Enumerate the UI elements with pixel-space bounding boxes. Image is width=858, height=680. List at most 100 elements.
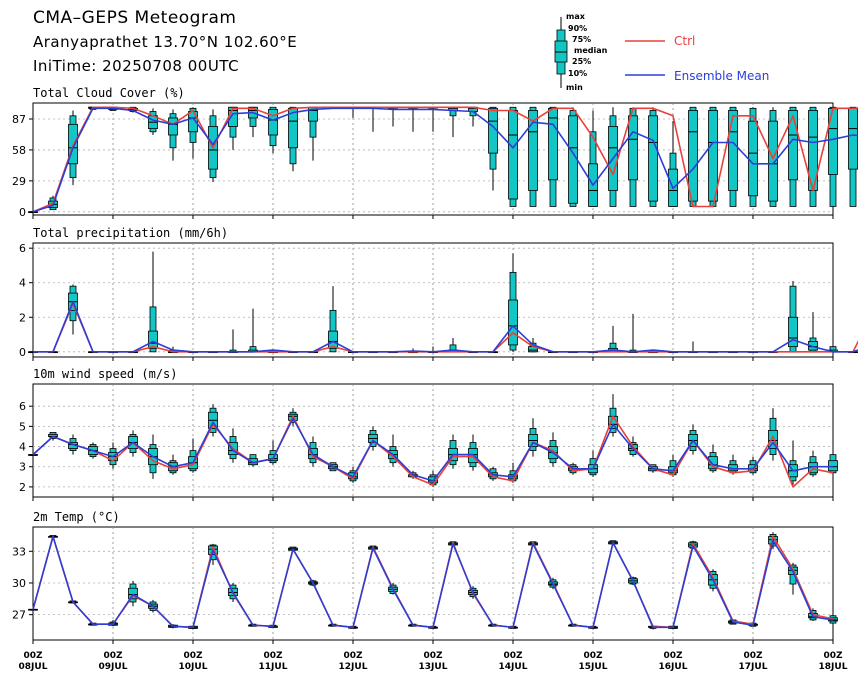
y-tick-label: 27 (12, 609, 26, 622)
box-30 (628, 313, 638, 354)
ensemble-mean-line (32, 107, 858, 213)
box-19 (408, 106, 418, 132)
x-tick-date: 12JUL (339, 662, 368, 672)
box-30 (628, 107, 638, 207)
x-tick-hour: 00Z (23, 651, 43, 661)
box-6 (148, 108, 158, 135)
box-29 (608, 325, 618, 353)
y-tick-label: 4 (19, 277, 26, 290)
box-inner (148, 330, 158, 349)
box-35 (728, 106, 738, 207)
box-inner (508, 299, 518, 346)
legend-mean-label: Ensemble Mean (674, 69, 769, 83)
box-inner (788, 316, 798, 348)
box-7 (168, 109, 178, 161)
x-tick-hour: 00Z (103, 651, 123, 661)
box-34 (708, 444, 718, 473)
y-tick-label: 6 (19, 242, 26, 255)
x-tick-hour: 00Z (263, 651, 283, 661)
box-25 (528, 418, 538, 457)
box-11 (248, 308, 258, 353)
box-inner (508, 110, 518, 200)
chart-title: CMA–GEPS Meteogram (33, 8, 237, 28)
x-tick-date: 17JUL (739, 662, 768, 672)
x-tick-date: 09JUL (99, 662, 128, 672)
y-tick-label: 0 (19, 346, 26, 359)
ensemble-mean-line (33, 300, 858, 353)
box-33 (688, 424, 698, 455)
box-9 (208, 404, 218, 437)
y-tick-label: 30 (12, 577, 26, 590)
box-11 (248, 106, 258, 138)
box-outer (149, 306, 157, 353)
box-9 (208, 109, 218, 182)
panel-1: Total precipitation (mm/6h) 0 2 4 6 (19, 226, 858, 361)
box-0 (28, 211, 38, 214)
legend-box-label: 75% (572, 35, 591, 44)
y-tick-label: 2 (19, 311, 26, 324)
init-time-label: IniTime: 20250708 00UTC (33, 57, 240, 75)
box-40 (828, 106, 838, 207)
panel-title: Total Cloud Cover (%) (33, 86, 185, 100)
box-20 (428, 106, 438, 132)
box-22 (468, 106, 478, 127)
box-17 (368, 426, 378, 451)
y-tick-label: 58 (12, 144, 26, 157)
legend-box-label: median (574, 46, 608, 55)
y-tick-label: 33 (12, 545, 26, 558)
panel-2: 10m wind speed (m/s) 2 3 4 5 6 (19, 367, 838, 501)
ensemble-mean-line (32, 535, 834, 629)
x-tick-date: 08JUL (19, 662, 48, 672)
x-tick-hour: 00Z (503, 651, 523, 661)
box-17 (368, 106, 378, 132)
box-26 (548, 106, 558, 207)
box-inner (548, 107, 558, 181)
box-39 (808, 106, 818, 207)
box-33 (688, 341, 698, 354)
box-40 (828, 448, 838, 475)
box-6 (148, 251, 158, 353)
box-21 (448, 434, 458, 469)
x-tick-date: 14JUL (499, 662, 528, 672)
y-tick-label: 0 (19, 206, 26, 219)
box-inner (528, 110, 538, 191)
legend-box-label: 10% (568, 69, 587, 78)
panel-title: Total precipitation (mm/6h) (33, 226, 228, 240)
y-tick-label: 87 (12, 113, 26, 126)
box-41 (848, 106, 858, 207)
box-inner (268, 109, 278, 136)
x-tick-date: 10JUL (179, 662, 208, 672)
box-24 (508, 253, 518, 352)
box-39 (808, 450, 818, 477)
y-tick-label: 5 (19, 420, 26, 433)
location-label: Aranyaprathet 13.70°N 102.60°E (33, 33, 298, 51)
box-23 (488, 106, 498, 191)
box-inner (648, 115, 658, 202)
y-tick-label: 29 (12, 175, 26, 188)
box-18 (388, 434, 398, 467)
box-22 (468, 434, 478, 471)
panel-0: Total Cloud Cover (%) 0 29 58 87 (12, 86, 858, 219)
box-inner (628, 115, 638, 181)
box-25 (528, 106, 538, 207)
box-12 (268, 106, 278, 154)
legend-ctrl-label: Ctrl (674, 34, 695, 48)
box-24 (508, 106, 518, 207)
box-0 (28, 608, 38, 611)
box-inner (328, 330, 338, 349)
box-inner (768, 120, 778, 202)
box-37 (768, 408, 778, 461)
box-0 (28, 454, 38, 456)
x-tick-hour: 00Z (423, 651, 443, 661)
x-tick-hour: 00Z (183, 651, 203, 661)
y-tick-label: 3 (19, 461, 26, 474)
legend-box-label: max (566, 12, 586, 21)
box-29 (608, 107, 618, 207)
box-5 (128, 580, 138, 607)
panel-title: 10m wind speed (m/s) (33, 367, 178, 381)
y-tick-label: 4 (19, 441, 26, 454)
legend-box-label: 25% (572, 57, 591, 66)
box-inner (688, 110, 698, 202)
legend-box-label: 90% (568, 24, 587, 33)
x-tick-hour: 00Z (743, 651, 763, 661)
